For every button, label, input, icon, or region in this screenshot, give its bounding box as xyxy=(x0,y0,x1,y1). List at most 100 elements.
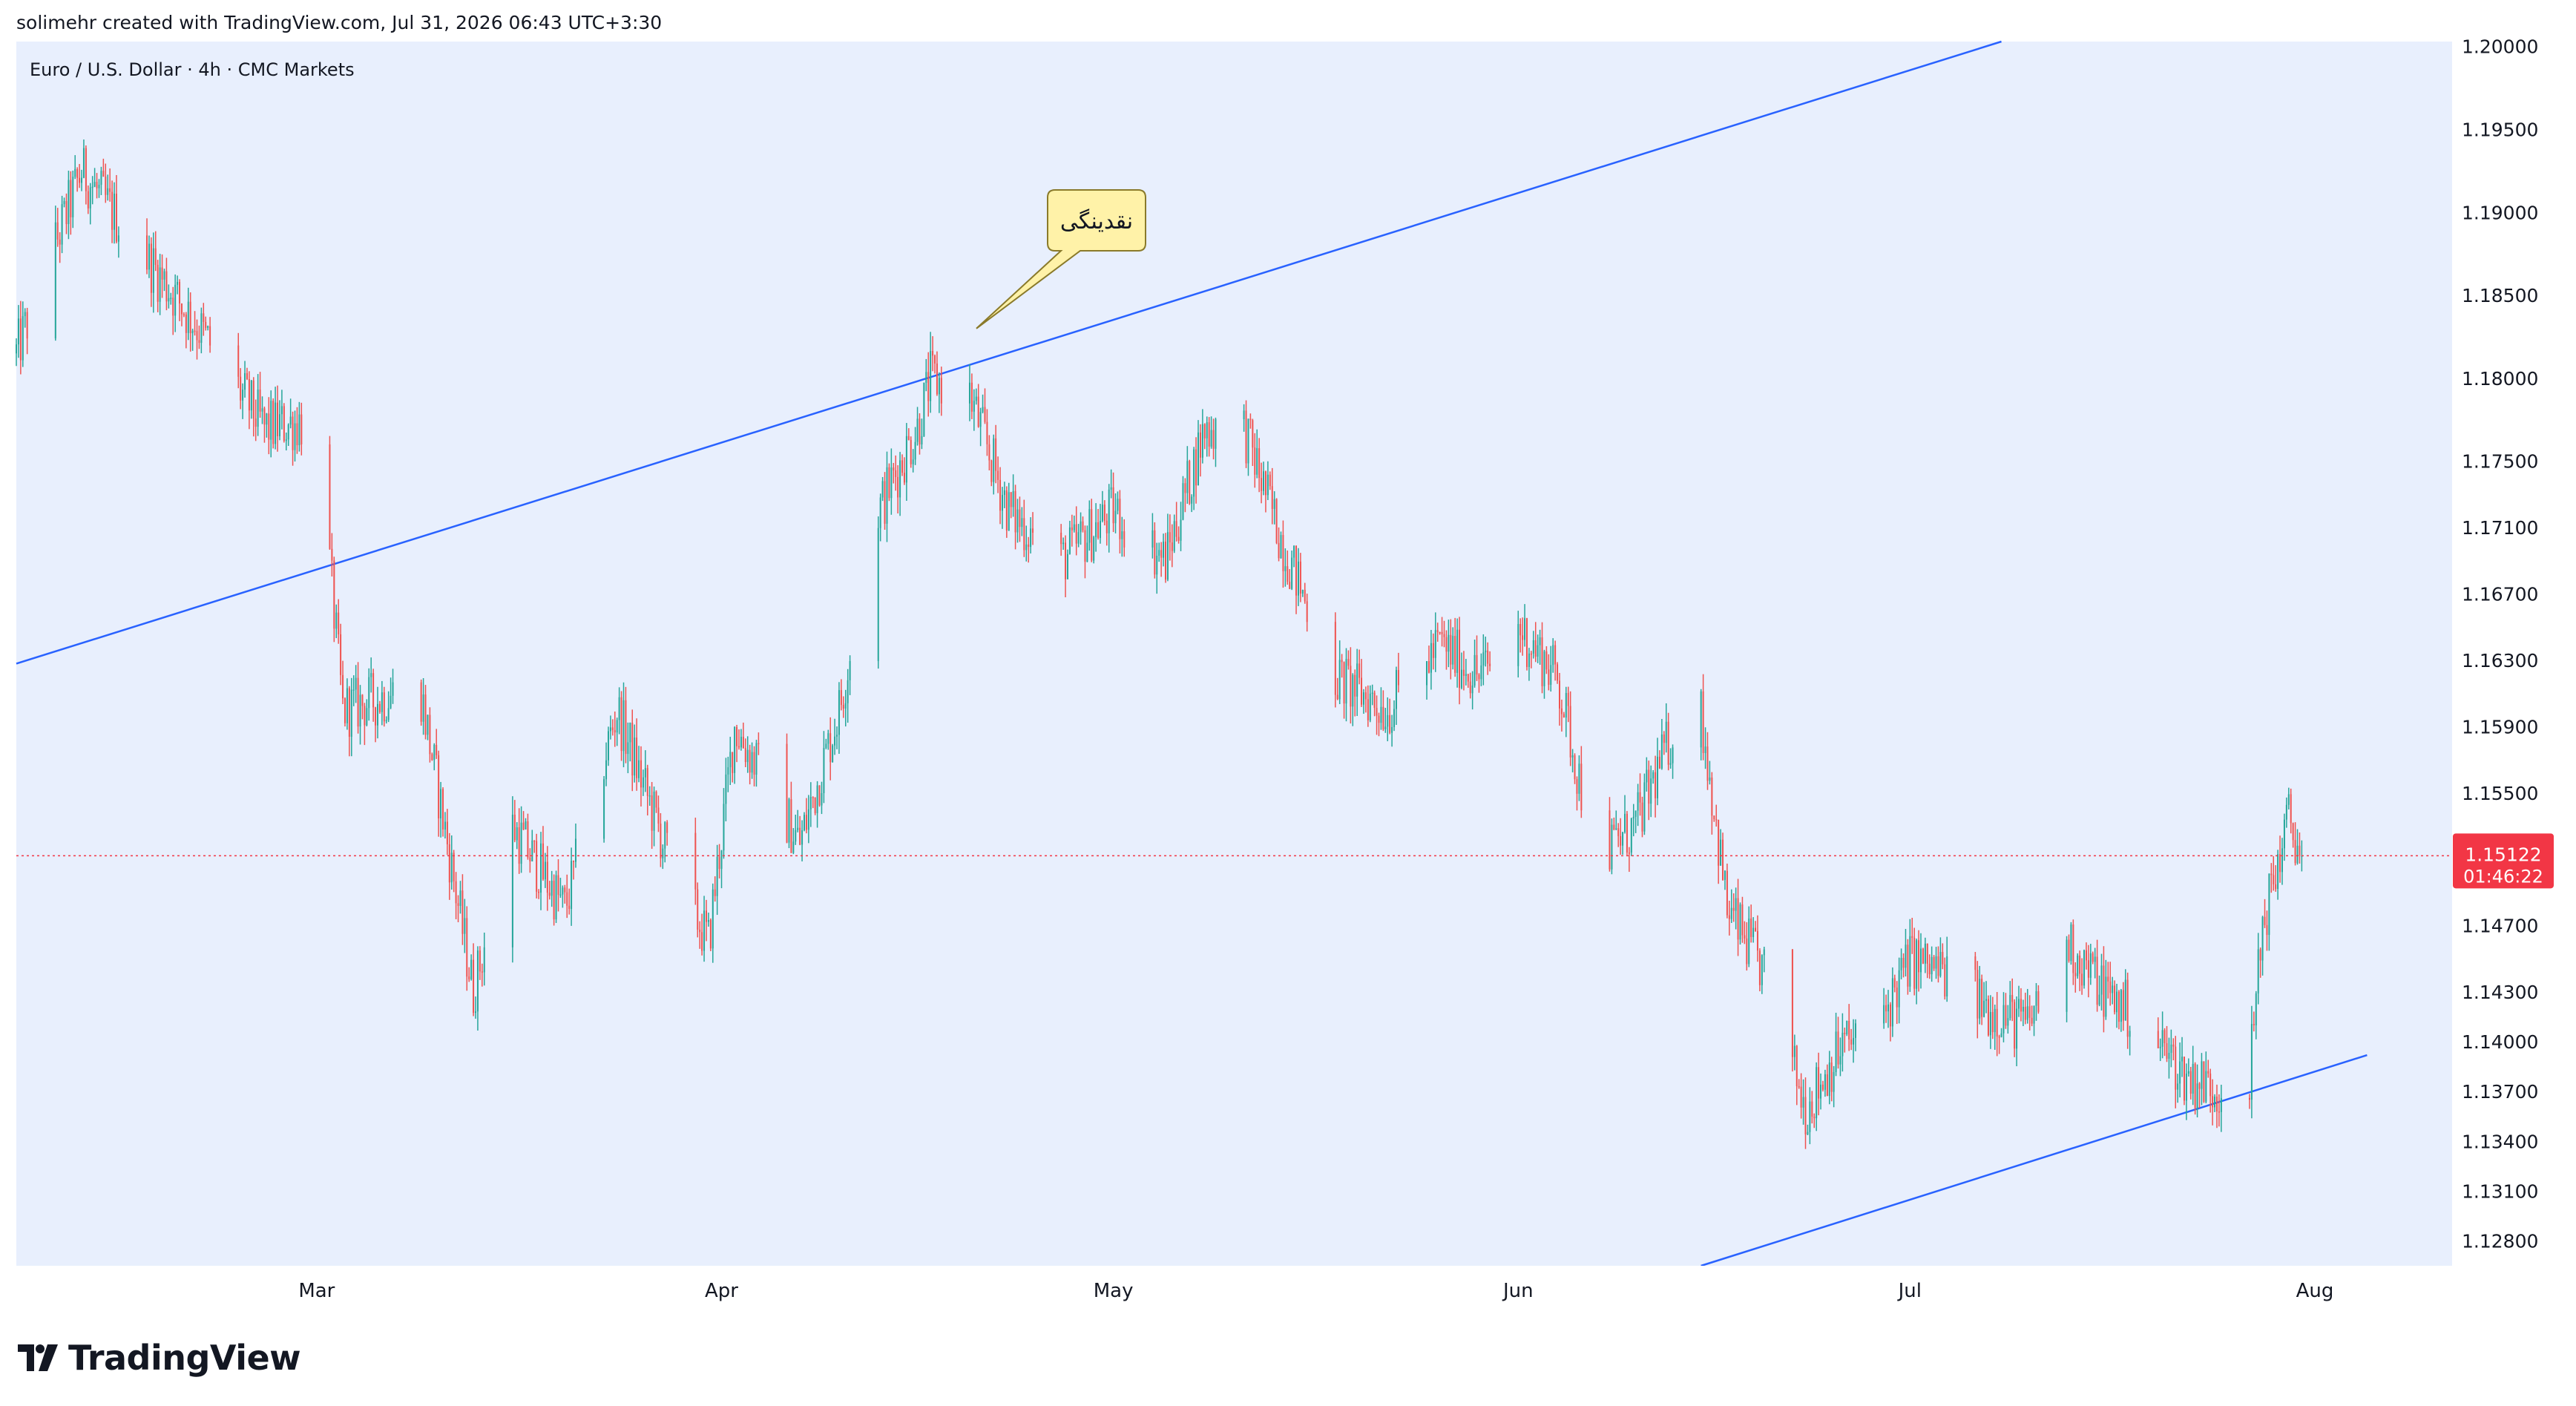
candle-body xyxy=(1354,674,1356,697)
candle-body xyxy=(1280,535,1282,559)
candle-body xyxy=(790,799,792,853)
x-axis[interactable]: Mar Apr May Jun Jul Aug xyxy=(16,1266,2452,1310)
candle-body xyxy=(838,690,840,735)
candle-body xyxy=(818,785,821,806)
candle-body xyxy=(1289,582,1291,589)
candle-body xyxy=(2009,995,2011,1019)
candle-body xyxy=(1715,819,1718,821)
candle-body xyxy=(180,303,183,315)
candle-body xyxy=(254,418,257,427)
candle-body xyxy=(1737,898,1739,940)
candle-body xyxy=(1275,499,1278,543)
candle-body xyxy=(1025,544,1028,551)
candle-body xyxy=(1169,532,1171,543)
tradingview-wordmark: TradingView xyxy=(68,1338,301,1378)
candle-body xyxy=(940,378,942,404)
candle-body xyxy=(2275,884,2277,890)
candle-body xyxy=(2285,804,2287,820)
candle-body xyxy=(631,723,634,776)
candle-body xyxy=(1469,681,1471,694)
x-tick-label: Jun xyxy=(1502,1280,1534,1302)
candle-body xyxy=(385,720,387,722)
candle-body xyxy=(1456,629,1459,673)
candle-body xyxy=(1373,692,1376,709)
candle-body xyxy=(1560,708,1563,715)
trendlines-layer xyxy=(16,40,2368,1267)
candle-body xyxy=(200,313,203,344)
candle-body xyxy=(165,271,168,302)
candle-body xyxy=(1184,483,1186,493)
candle-body xyxy=(453,853,455,881)
candle-body xyxy=(1016,509,1019,533)
candle-body xyxy=(1887,1004,1889,1012)
candle-body xyxy=(1820,1084,1822,1099)
upper-channel-line[interactable] xyxy=(16,40,2002,665)
annotation-callout[interactable]: نقدینگی xyxy=(976,189,1146,329)
candle-body xyxy=(2170,1044,2172,1054)
x-tick-label: Aug xyxy=(2296,1280,2334,1302)
candle-body xyxy=(1816,1067,1818,1119)
candle-body xyxy=(2000,1033,2002,1037)
candle-body xyxy=(1356,663,1358,697)
candle-body xyxy=(1937,956,1939,976)
candle-body xyxy=(542,843,544,880)
candle-body xyxy=(607,731,609,761)
candle-body xyxy=(1793,1045,1795,1057)
candle-body xyxy=(1918,940,1920,973)
candle-body xyxy=(1459,629,1461,689)
candle-body xyxy=(2172,1044,2175,1047)
candle-body xyxy=(1804,1097,1807,1134)
candle-body xyxy=(368,677,370,709)
candle-body xyxy=(277,402,279,436)
tradingview-logo-icon xyxy=(18,1344,58,1371)
candle-body xyxy=(1082,521,1084,530)
candle-body xyxy=(1931,956,1933,975)
symbol-legend[interactable]: Euro / U.S. Dollar · 4h · CMC Markets xyxy=(30,59,355,80)
candle-body xyxy=(734,726,736,773)
candle-body xyxy=(392,682,394,696)
y-axis[interactable]: 1.20000 1.19500 1.19000 1.18500 1.18000 1.175… xyxy=(2462,36,2538,1252)
candle-body xyxy=(1660,734,1663,769)
candle-body xyxy=(1942,952,1944,965)
candle-body xyxy=(2268,873,2270,936)
tradingview-logo[interactable]: TradingView xyxy=(18,1336,301,1380)
candle-body xyxy=(662,848,664,858)
candle-body xyxy=(1068,527,1071,554)
candle-body xyxy=(457,903,459,906)
candle-body xyxy=(2250,1024,2253,1100)
candle-body xyxy=(1534,640,1537,657)
candle-body xyxy=(278,414,280,436)
plot-area[interactable] xyxy=(16,42,2452,1266)
candle-body xyxy=(1397,670,1399,686)
candle-body xyxy=(2100,965,2103,995)
candle-body xyxy=(1341,660,1343,663)
candle-body xyxy=(1885,1005,1887,1012)
candle-body xyxy=(1487,650,1489,664)
candle-body xyxy=(825,743,827,749)
candle-body xyxy=(1215,418,1217,449)
candle-body xyxy=(932,351,934,356)
candle-body xyxy=(2105,976,2107,1017)
candle-body xyxy=(1800,1086,1802,1108)
candle-body xyxy=(2194,1063,2196,1108)
candle-body xyxy=(844,703,847,709)
candle-body xyxy=(1922,948,1924,964)
candle-body xyxy=(2116,991,2118,1013)
candle-body xyxy=(2283,819,2285,849)
candle-body xyxy=(1824,1074,1826,1090)
candle-body xyxy=(429,715,431,755)
candle-body xyxy=(709,919,712,949)
callout-bubble[interactable] xyxy=(976,189,1146,329)
candle-body xyxy=(2157,1031,2159,1048)
candle-body xyxy=(1802,1097,1804,1108)
y-tick-label: 1.13400 xyxy=(2462,1131,2538,1152)
candle-body xyxy=(644,768,646,778)
candle-body xyxy=(2161,1030,2163,1047)
candle-body xyxy=(1813,1116,1816,1119)
candle-body xyxy=(2292,823,2294,841)
lower-channel-line[interactable] xyxy=(1701,1054,2368,1267)
candle-body xyxy=(797,827,799,830)
candle-body xyxy=(1443,634,1445,637)
y-tick-label: 1.16300 xyxy=(2462,650,2538,671)
